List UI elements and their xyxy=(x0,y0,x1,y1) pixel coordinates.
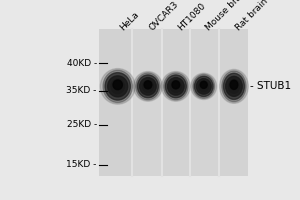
Ellipse shape xyxy=(144,81,152,89)
Ellipse shape xyxy=(165,75,186,98)
Text: Rat brain: Rat brain xyxy=(234,0,270,33)
Text: 25KD -: 25KD - xyxy=(67,120,97,129)
Ellipse shape xyxy=(170,80,182,92)
Ellipse shape xyxy=(228,79,239,93)
Ellipse shape xyxy=(220,69,248,103)
Ellipse shape xyxy=(224,73,244,99)
Ellipse shape xyxy=(113,80,122,90)
Ellipse shape xyxy=(168,78,184,95)
Ellipse shape xyxy=(194,76,213,97)
Ellipse shape xyxy=(134,72,162,101)
Text: OVCAR3: OVCAR3 xyxy=(148,0,181,33)
Ellipse shape xyxy=(111,79,124,94)
Ellipse shape xyxy=(142,80,154,92)
Ellipse shape xyxy=(136,73,160,100)
Ellipse shape xyxy=(172,81,180,89)
Ellipse shape xyxy=(191,73,217,99)
Ellipse shape xyxy=(161,72,190,101)
Text: HeLa: HeLa xyxy=(118,10,140,33)
Text: - STUB1: - STUB1 xyxy=(250,81,291,91)
Ellipse shape xyxy=(200,81,207,88)
Text: 35KD -: 35KD - xyxy=(66,86,97,95)
Text: 40KD -: 40KD - xyxy=(67,59,97,68)
Text: 15KD -: 15KD - xyxy=(66,160,97,169)
Ellipse shape xyxy=(105,73,130,100)
Ellipse shape xyxy=(226,76,242,96)
Text: HT1080: HT1080 xyxy=(176,1,207,33)
Ellipse shape xyxy=(196,79,211,94)
FancyBboxPatch shape xyxy=(162,29,190,176)
Ellipse shape xyxy=(164,73,188,100)
FancyBboxPatch shape xyxy=(219,29,248,176)
Ellipse shape xyxy=(100,69,135,104)
FancyBboxPatch shape xyxy=(132,29,162,176)
Ellipse shape xyxy=(108,76,128,97)
Ellipse shape xyxy=(103,70,132,103)
FancyBboxPatch shape xyxy=(99,29,132,176)
FancyBboxPatch shape xyxy=(99,29,248,176)
Text: Mouse brain: Mouse brain xyxy=(204,0,249,33)
Ellipse shape xyxy=(137,75,158,98)
Ellipse shape xyxy=(222,71,246,102)
Ellipse shape xyxy=(140,78,156,95)
Ellipse shape xyxy=(193,74,214,98)
Ellipse shape xyxy=(199,81,209,92)
Ellipse shape xyxy=(230,80,238,89)
FancyBboxPatch shape xyxy=(190,29,219,176)
